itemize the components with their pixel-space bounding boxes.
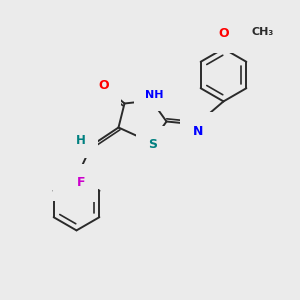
Text: H: H bbox=[76, 134, 86, 147]
Text: NH: NH bbox=[145, 90, 164, 100]
Text: N: N bbox=[193, 124, 203, 138]
Text: O: O bbox=[98, 79, 109, 92]
Text: CH₃: CH₃ bbox=[252, 27, 274, 37]
Text: F: F bbox=[77, 176, 86, 189]
Text: Cl: Cl bbox=[65, 176, 78, 189]
Text: S: S bbox=[148, 138, 158, 152]
Text: O: O bbox=[218, 27, 229, 40]
